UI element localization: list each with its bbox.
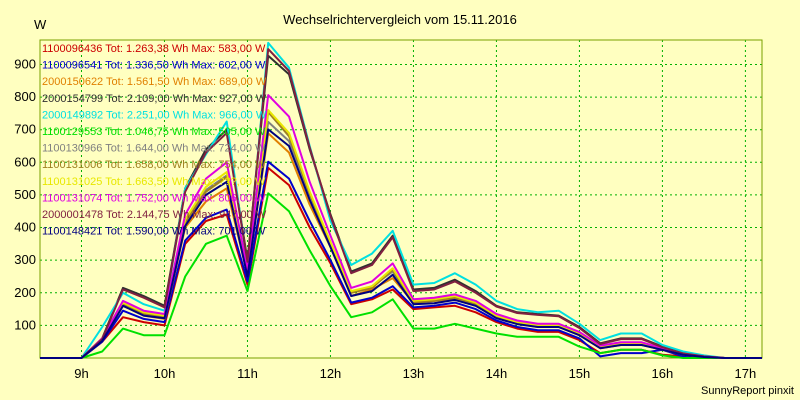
legend-entry-1100130966: 1100130966 Tot: 1.644,00 Wh Max: 724,00 … <box>42 143 266 155</box>
x-tick-label: 11h <box>237 366 258 381</box>
y-tick-label: 900 <box>14 56 36 71</box>
x-tick-label: 12h <box>320 366 342 381</box>
x-tick-label: 10h <box>154 366 176 381</box>
series-line-2000149892 <box>40 41 762 359</box>
legend-entry-1100096436: 1100096436 Tot: 1.263,38 Wh Max: 583,00 … <box>42 43 266 55</box>
legend: 1100096436 Tot: 1.263,38 Wh Max: 583,00 … <box>42 43 267 238</box>
y-tick-label: 400 <box>14 220 36 235</box>
y-tick-label: 100 <box>14 317 36 332</box>
y-tick-label: 500 <box>14 187 36 202</box>
legend-entry-2000149892: 2000149892 Tot: 2.251,00 Wh Max: 966,00 … <box>42 109 267 121</box>
y-tick-label: 300 <box>14 252 36 267</box>
legend-entry-1100129553: 1100129553 Tot: 1.046,75 Wh Max: 505,00 … <box>42 126 266 138</box>
series-line-1100129553 <box>40 192 762 359</box>
legend-entry-1100131025: 1100131025 Tot: 1.663,50 Wh Max: ???,00 … <box>42 176 266 188</box>
legend-entry-1100148421: 1100148421 Tot: 1.590,00 Wh Max: 701,00 … <box>42 226 266 238</box>
x-tick-label: 15h <box>569 366 591 381</box>
x-tick-label: 17h <box>735 366 757 381</box>
legend-entry-1100131074: 1100131074 Tot: 1.752,00 Wh Max: 806,00 … <box>42 192 266 204</box>
legend-entry-2000001478: 2000001478 Tot: 2.144,75 Wh Max: 947,00 … <box>42 209 267 221</box>
x-tick-label: 16h <box>652 366 674 381</box>
legend-entry-1100096541: 1100096541 Tot: 1.336,50 Wh Max: 602,00 … <box>42 60 266 72</box>
x-tick-label: 13h <box>403 366 425 381</box>
y-tick-label: 600 <box>14 154 36 169</box>
y-tick-label: 800 <box>14 89 36 104</box>
chart-title: Wechselrichtervergleich vom 15.11.2016 <box>283 12 517 27</box>
legend-entry-2000150622: 2000150622 Tot: 1.561,50 Wh Max: 689,00 … <box>42 76 267 88</box>
axes-group: 100 200 300 400 500 600 700 800 900 9h 10h 11h 12h 13… <box>14 56 756 381</box>
series-line-1100131074 <box>40 94 762 359</box>
y-tick-label: 700 <box>14 122 36 137</box>
series-line-1100148421 <box>40 128 762 359</box>
y-axis-label: W <box>34 17 47 32</box>
series-line-1100096541 <box>40 160 762 359</box>
y-tick-label: 200 <box>14 285 36 300</box>
x-tick-label: 9h <box>74 366 88 381</box>
legend-entry-1100131006: 1100131006 Tot: 1.658,00 Wh Max: 754,00 … <box>42 159 266 171</box>
legend-entry-2000154799: 2000154799 Tot: 2.109,00 Wh Max: 927,00 … <box>42 93 267 105</box>
plot-border <box>39 39 763 359</box>
x-tick-label: 14h <box>486 366 508 381</box>
series-group <box>40 41 762 359</box>
series-line-2000001478 <box>40 48 762 359</box>
credit-label: SunnyReport pinxit <box>701 385 794 397</box>
